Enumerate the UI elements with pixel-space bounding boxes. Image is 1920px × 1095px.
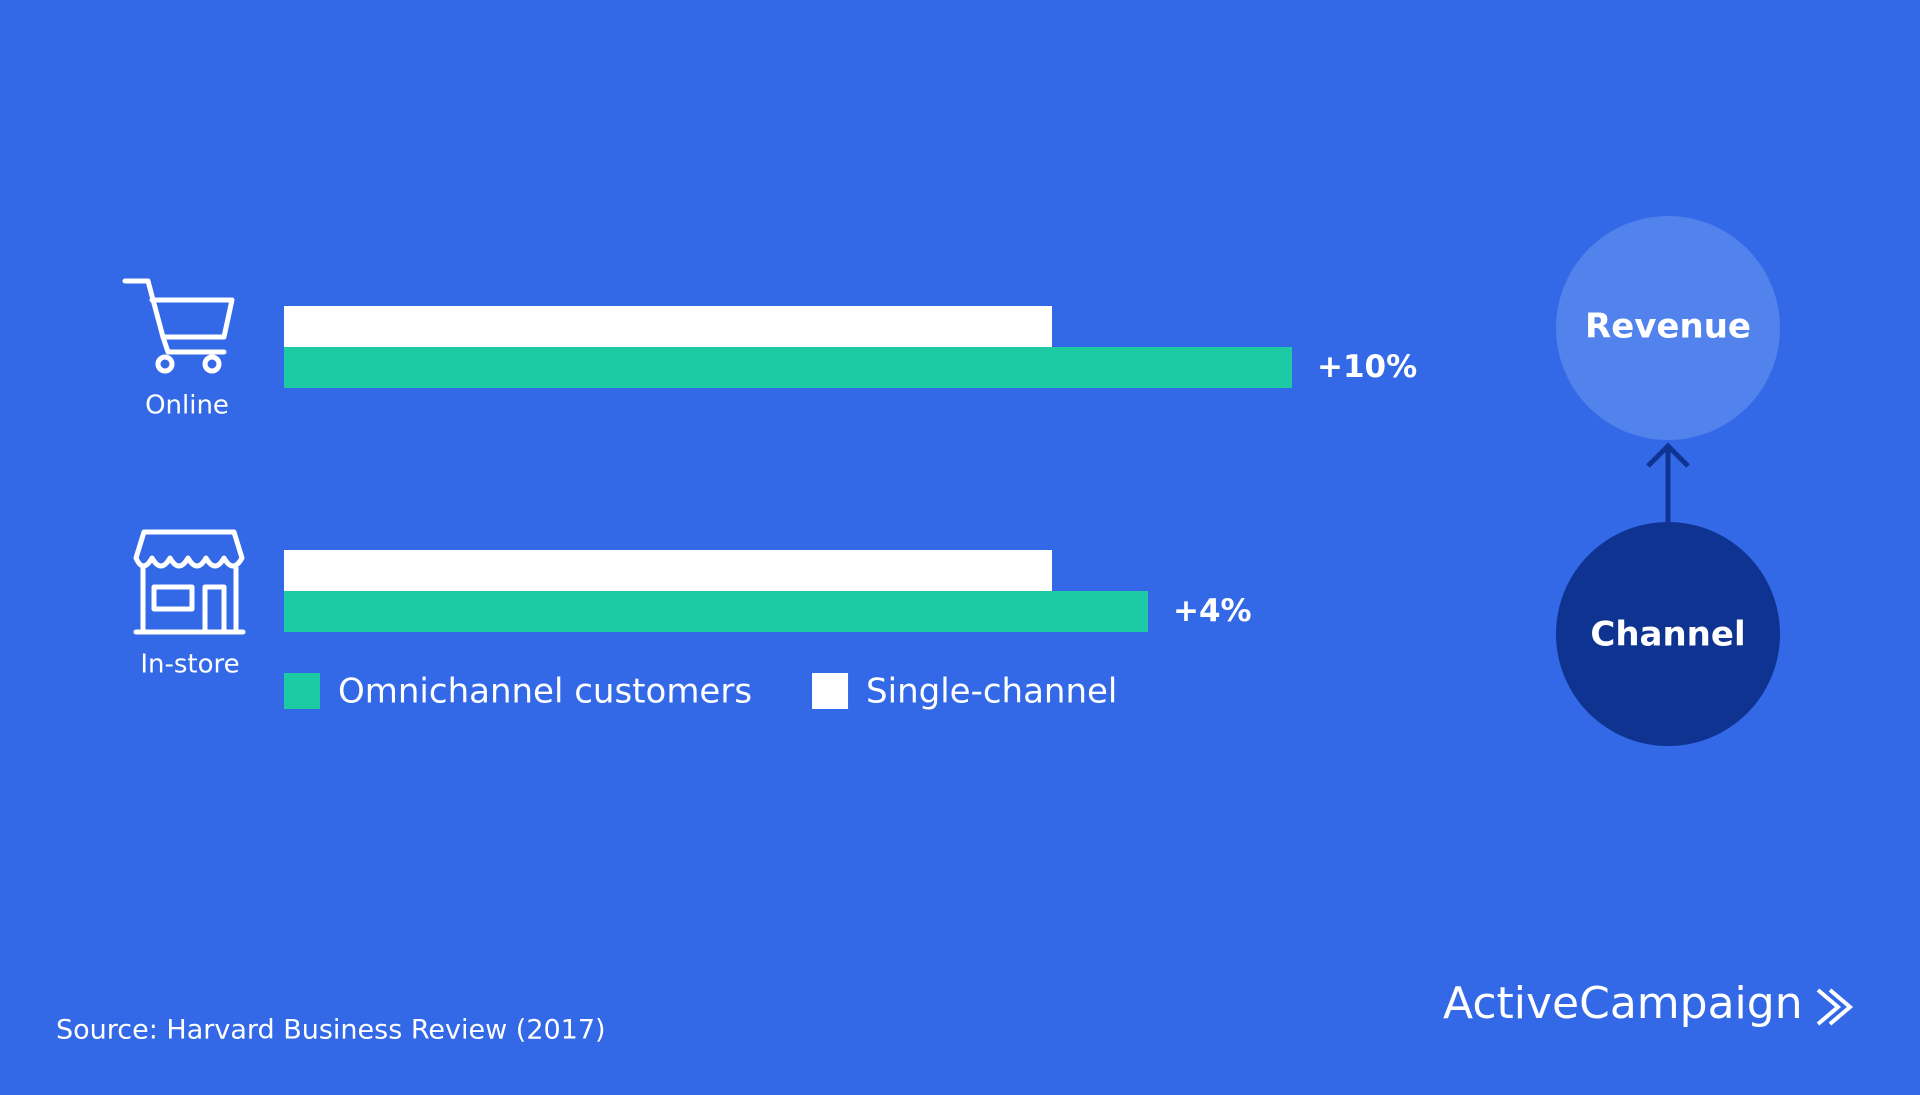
- value-label: +10%: [1317, 349, 1417, 385]
- bar: [284, 591, 1148, 632]
- cart-icon: [122, 278, 235, 374]
- value-label: +4%: [1173, 593, 1252, 629]
- store-icon: [133, 529, 246, 635]
- legend-label: Single-channel: [866, 672, 1117, 712]
- channel-label: Channel: [1590, 615, 1745, 655]
- bar: [284, 550, 1052, 591]
- legend-swatch: [284, 673, 320, 709]
- legend-swatch: [812, 673, 849, 709]
- category-label: In-store: [140, 650, 239, 680]
- bar: [284, 347, 1292, 388]
- brand-chevron: [1816, 988, 1854, 1026]
- revenue-circle: [1556, 216, 1780, 440]
- arrow: [1646, 442, 1690, 522]
- revenue-label: Revenue: [1585, 307, 1751, 347]
- legend-label: Omnichannel customers: [338, 672, 752, 712]
- brand: ActiveCampaign: [1443, 978, 1803, 1029]
- bar: [284, 306, 1052, 347]
- channel-circle: [1556, 522, 1780, 746]
- category-label: Online: [145, 391, 229, 421]
- source: Source: Harvard Business Review (2017): [56, 1015, 606, 1046]
